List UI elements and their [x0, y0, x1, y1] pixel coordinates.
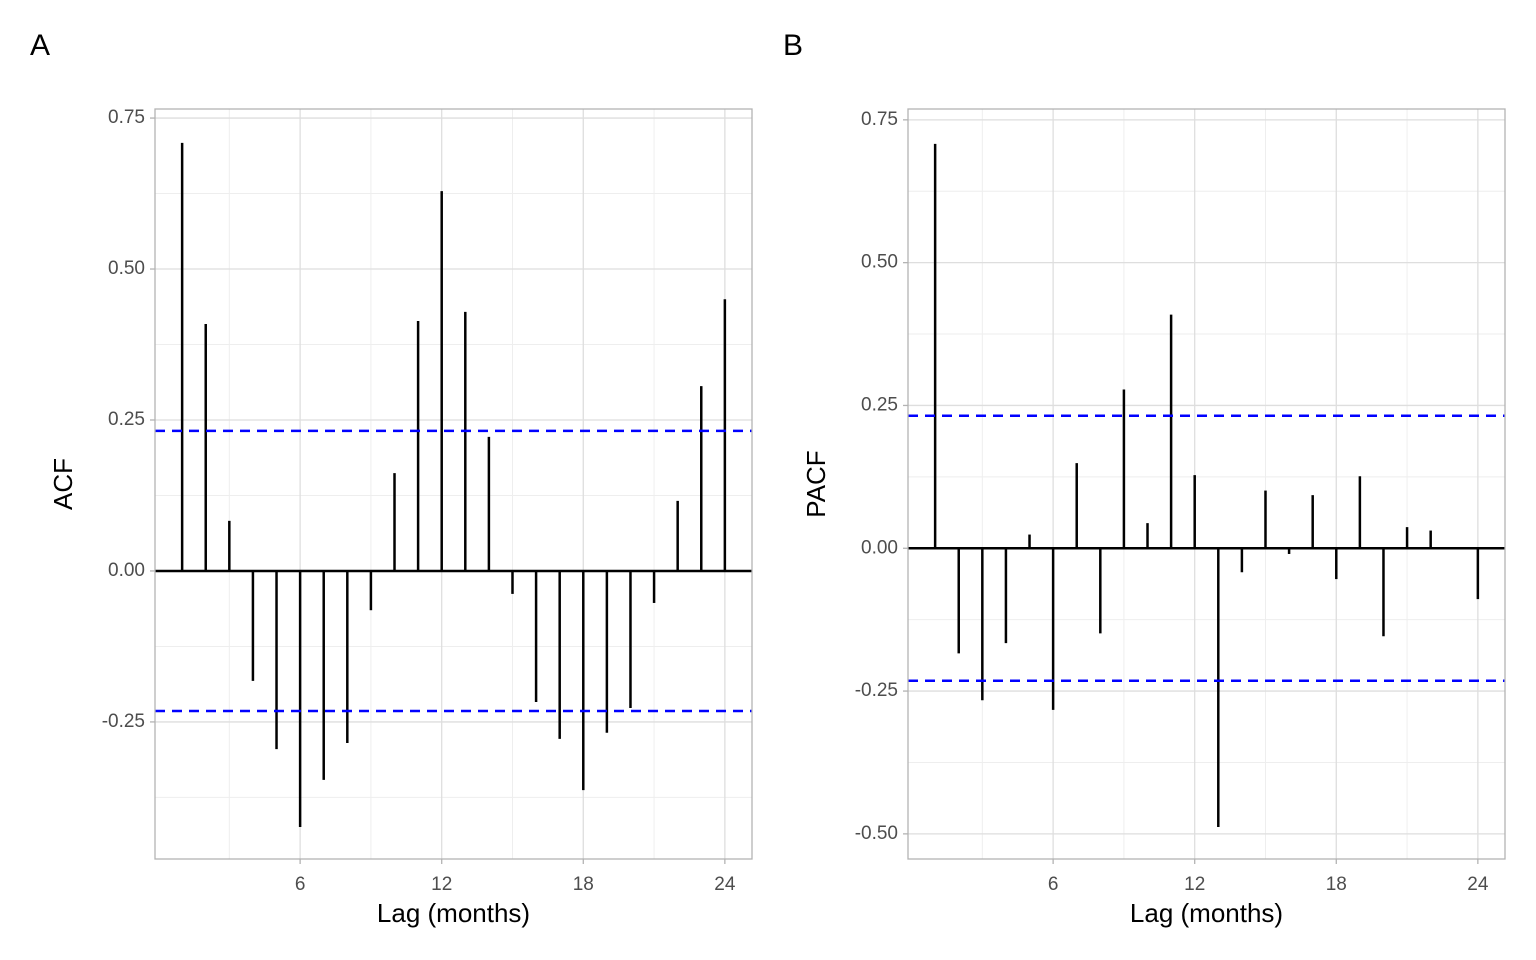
y-tick-label: -0.25 — [102, 711, 145, 732]
y-tick-label: 0.00 — [108, 560, 145, 581]
x-tick-label: 6 — [295, 874, 306, 895]
x-axis-title: Lag (months) — [377, 898, 530, 928]
x-tick-label: 18 — [1326, 874, 1347, 895]
y-axis-title: ACF — [48, 458, 78, 510]
x-tick-label: 24 — [714, 874, 736, 895]
y-axis-title: PACF — [801, 450, 831, 517]
panel-label: A — [30, 29, 50, 62]
plot-border — [154, 108, 753, 860]
y-tick-label: 0.00 — [861, 537, 898, 558]
y-tick-label: 0.50 — [108, 258, 145, 279]
x-tick-label: 12 — [1184, 874, 1205, 895]
y-tick-label: 0.25 — [108, 409, 145, 430]
y-tick-label: 0.25 — [861, 394, 898, 415]
y-tick-label: 0.75 — [861, 109, 898, 130]
plot-border — [907, 108, 1506, 860]
y-tick-label: -0.50 — [855, 823, 898, 844]
x-tick-label: 24 — [1467, 874, 1489, 895]
y-tick-label: 0.50 — [861, 252, 898, 273]
x-axis-title: Lag (months) — [1130, 898, 1283, 928]
x-tick-label: 18 — [573, 874, 594, 895]
y-tick-label: -0.25 — [855, 680, 898, 701]
x-tick-label: 6 — [1048, 874, 1059, 895]
y-tick-label: 0.75 — [108, 107, 145, 128]
x-tick-label: 12 — [431, 874, 452, 895]
panel-label: B — [783, 29, 803, 62]
